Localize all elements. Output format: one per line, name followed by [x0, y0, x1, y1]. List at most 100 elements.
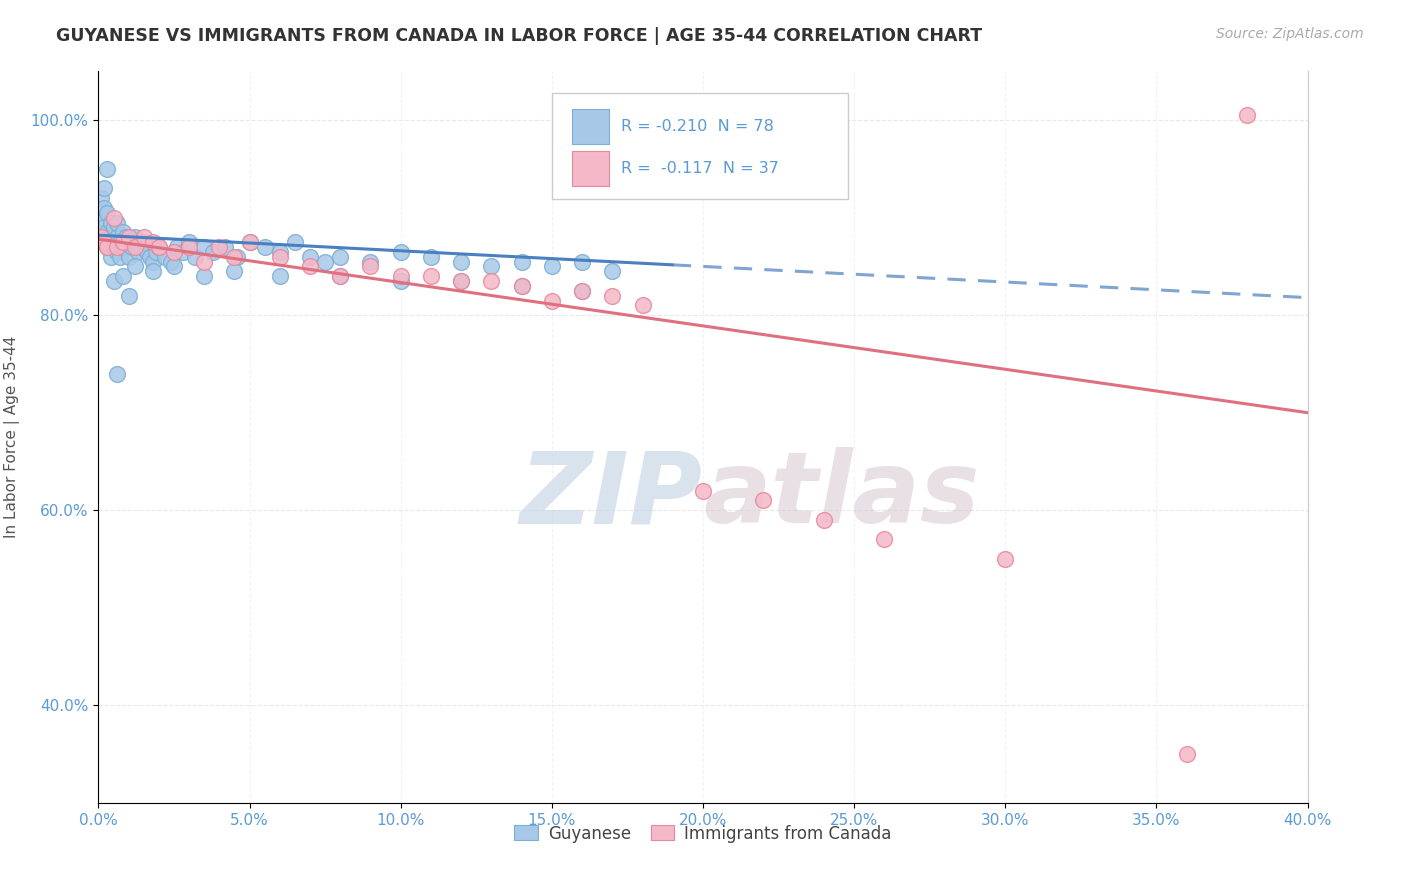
Point [90, 211, 112, 225]
Point [103, 235, 125, 249]
Point [299, 250, 322, 264]
Point [314, 254, 336, 268]
Point [100, 250, 122, 264]
Point [163, 260, 186, 274]
Point [103, 211, 125, 225]
Point [420, 250, 443, 264]
Point [93, 235, 115, 249]
Point [193, 240, 215, 254]
Point [103, 220, 125, 235]
Point [148, 240, 170, 254]
Point [118, 288, 141, 302]
Point [96, 225, 118, 239]
Point [540, 293, 562, 308]
Point [202, 244, 225, 259]
Point [96, 240, 118, 254]
Point [124, 230, 146, 244]
Point [100, 215, 122, 229]
Point [96, 240, 118, 254]
Point [269, 244, 291, 259]
Text: GUYANESE VS IMMIGRANTS FROM CANADA IN LABOR FORCE | AGE 35-44 CORRELATION CHART: GUYANESE VS IMMIGRANTS FROM CANADA IN LA… [56, 27, 983, 45]
Point [93, 181, 115, 195]
Point [214, 240, 236, 254]
Point [481, 260, 503, 274]
Text: ZIP: ZIP [520, 447, 703, 544]
Point [329, 269, 352, 284]
Point [179, 240, 201, 254]
Text: R = -0.210  N = 78: R = -0.210 N = 78 [621, 119, 773, 134]
Point [105, 367, 128, 381]
Point [571, 284, 593, 298]
Text: atlas: atlas [703, 447, 980, 544]
Point [124, 240, 146, 254]
Point [105, 244, 128, 259]
Point [510, 279, 533, 293]
Legend: Guyanese, Immigrants from Canada: Guyanese, Immigrants from Canada [508, 818, 898, 849]
Point [184, 250, 207, 264]
Point [239, 235, 262, 249]
Point [142, 254, 165, 268]
Point [389, 269, 412, 284]
Point [994, 552, 1017, 566]
Point [226, 250, 249, 264]
Point [389, 274, 412, 288]
Point [142, 235, 165, 249]
Point [224, 264, 246, 278]
Point [132, 235, 155, 249]
Point [602, 264, 624, 278]
Point [239, 235, 262, 249]
Point [111, 269, 134, 284]
Point [193, 254, 215, 268]
Text: R =  -0.117  N = 37: R = -0.117 N = 37 [621, 161, 779, 176]
Text: Source: ZipAtlas.com: Source: ZipAtlas.com [1216, 27, 1364, 41]
Point [105, 215, 128, 229]
Point [510, 279, 533, 293]
Point [118, 235, 141, 249]
Point [111, 235, 134, 249]
Point [111, 225, 134, 239]
Point [163, 244, 186, 259]
Point [118, 250, 141, 264]
Point [145, 244, 167, 259]
Point [96, 161, 118, 176]
Point [121, 240, 143, 254]
Point [193, 269, 215, 284]
Point [129, 240, 152, 254]
Point [132, 230, 155, 244]
Point [93, 235, 115, 249]
Point [172, 244, 194, 259]
Point [571, 254, 593, 268]
Point [692, 483, 714, 498]
Point [540, 260, 562, 274]
Point [139, 250, 162, 264]
Point [148, 240, 170, 254]
Point [108, 235, 131, 249]
Point [124, 260, 146, 274]
Point [96, 206, 118, 220]
Point [450, 274, 472, 288]
Point [269, 250, 291, 264]
Point [208, 240, 231, 254]
Point [752, 493, 775, 508]
Point [105, 240, 128, 254]
Point [179, 235, 201, 249]
Point [360, 254, 382, 268]
Point [631, 298, 654, 312]
Point [813, 513, 835, 527]
Point [360, 260, 382, 274]
Point [284, 235, 307, 249]
Point [269, 269, 291, 284]
Point [1175, 747, 1198, 761]
Point [420, 269, 443, 284]
Point [602, 288, 624, 302]
Point [111, 240, 134, 254]
Point [90, 191, 112, 205]
Point [481, 274, 503, 288]
Point [510, 254, 533, 268]
Point [103, 240, 125, 254]
Point [329, 269, 352, 284]
Point [224, 250, 246, 264]
Point [299, 260, 322, 274]
Point [93, 201, 115, 215]
Point [329, 250, 352, 264]
